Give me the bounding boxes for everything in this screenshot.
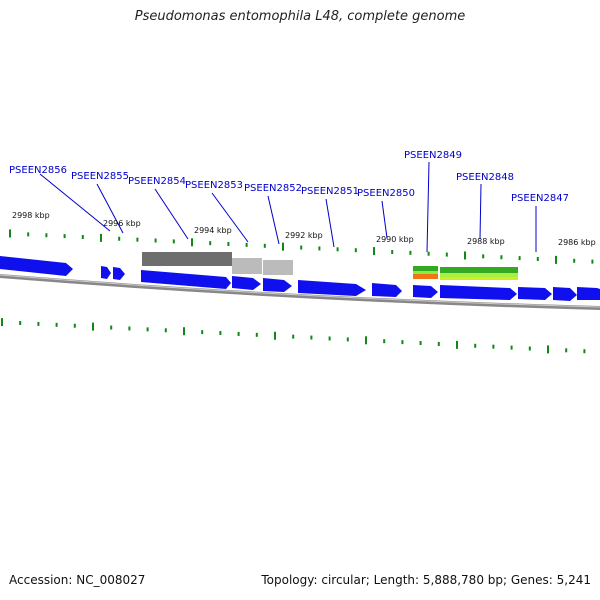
leader-line-pseen2853 — [211, 192, 249, 243]
leader-line-pseen2854 — [154, 188, 189, 240]
gene-label-pseen2851[interactable]: PSEEN2851 — [301, 186, 359, 197]
kbp-label-2990: 2990 kbp — [376, 235, 414, 244]
leader-line-pseen2855 — [96, 183, 124, 234]
footer-accession: Accession: NC_008027 — [9, 573, 146, 587]
leader-line-pseen2856 — [39, 173, 111, 232]
kbp-label-2988: 2988 kbp — [467, 237, 505, 246]
kbp-label-2986: 2986 kbp — [558, 238, 596, 247]
rrna-feature-orange — [413, 274, 438, 279]
grey-feature-dark — [142, 252, 232, 266]
rrna-feature-light — [413, 271, 438, 274]
gene-arrow — [141, 270, 231, 289]
gene-label-pseen2853[interactable]: PSEEN2853 — [185, 180, 243, 191]
grey-feature-light-2 — [263, 260, 293, 275]
kbp-label-2994: 2994 kbp — [194, 226, 232, 235]
leader-line-pseen2850 — [381, 200, 388, 239]
gene-arrow — [232, 276, 261, 290]
gene-arrow — [553, 287, 577, 301]
gene-label-pseen2849[interactable]: PSEEN2849 — [404, 150, 462, 161]
leader-line-pseen2849 — [426, 161, 430, 253]
rrna-feature-green-long — [440, 267, 518, 273]
genome-title: Pseudomonas entomophila L48, complete ge… — [134, 9, 466, 24]
gene-arrow — [577, 287, 600, 300]
gene-arrow — [518, 287, 552, 300]
leader-line-pseen2851 — [325, 198, 335, 248]
footer-stats: Topology: circular; Length: 5,888,780 bp… — [261, 573, 591, 587]
gene-arrow — [440, 285, 517, 300]
gene-label-pseen2854[interactable]: PSEEN2854 — [128, 176, 186, 187]
gene-label-pseen2848[interactable]: PSEEN2848 — [456, 172, 514, 183]
kbp-label-2996: 2996 kbp — [103, 219, 141, 228]
leader-line-pseen2848 — [479, 183, 482, 240]
gene-arrow — [413, 285, 438, 298]
genome-backbone — [0, 274, 600, 310]
gene-label-pseen2847[interactable]: PSEEN2847 — [511, 193, 569, 204]
gene-arrow — [113, 267, 125, 280]
kbp-label-2998: 2998 kbp — [12, 211, 50, 220]
gene-label-pseen2850[interactable]: PSEEN2850 — [357, 188, 415, 199]
rrna-feature-light-long — [440, 273, 518, 277]
tick-marks-upper — [9, 229, 594, 264]
tick-marks-lower — [1, 318, 586, 354]
rrna-feature-yellow-long — [440, 277, 518, 280]
leader-line-pseen2852 — [267, 195, 280, 245]
gene-arrow — [263, 278, 292, 292]
gene-label-pseen2855[interactable]: PSEEN2855 — [71, 171, 129, 182]
gene-arrow — [372, 283, 402, 297]
gene-arrow — [0, 256, 73, 276]
kbp-label-2992: 2992 kbp — [285, 231, 323, 240]
grey-feature-light-1 — [232, 258, 262, 274]
gene-arrow — [101, 266, 111, 279]
gene-label-pseen2852[interactable]: PSEEN2852 — [244, 183, 302, 194]
rrna-feature-green — [413, 266, 438, 271]
gene-arrow — [298, 280, 366, 296]
genome-backbone-highlight — [0, 274, 600, 308]
gene-label-pseen2856[interactable]: PSEEN2856 — [9, 165, 67, 176]
